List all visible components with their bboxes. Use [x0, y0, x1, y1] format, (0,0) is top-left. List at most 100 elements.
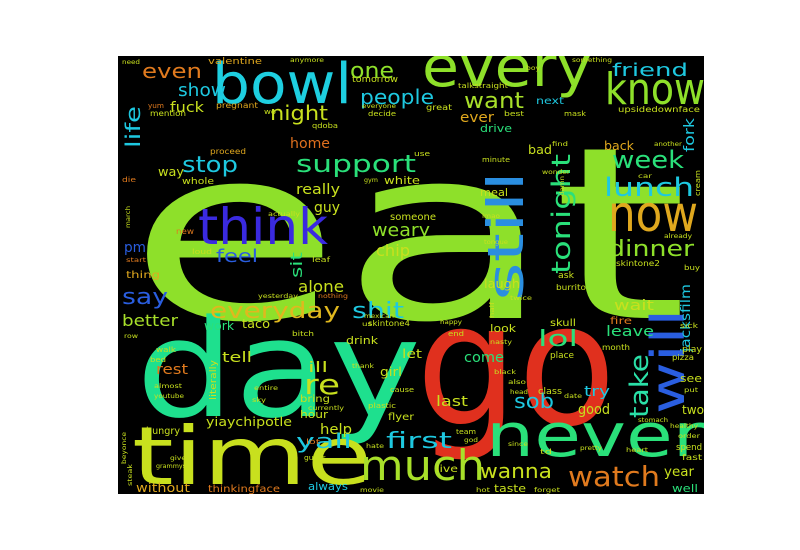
- word-twice: twice: [510, 295, 532, 302]
- word-black: black: [494, 369, 517, 376]
- word-never: never: [486, 401, 704, 471]
- word-know: know: [605, 64, 704, 115]
- word-guess: guess: [304, 454, 326, 462]
- word-need: need: [122, 59, 140, 66]
- word-come: come: [464, 350, 504, 366]
- word-pizza: pizza: [672, 353, 694, 362]
- word-re: re: [304, 368, 340, 401]
- word-row: row: [124, 333, 138, 340]
- word-day: day: [136, 291, 421, 448]
- word-mask: mask: [564, 110, 587, 118]
- word-hot: hot: [476, 487, 491, 494]
- word-pretty: pretty: [580, 445, 603, 452]
- word-drive: drive: [480, 122, 512, 135]
- word-team: team: [456, 428, 476, 436]
- word-always: always: [308, 480, 348, 493]
- word-pregnant: pregnant: [216, 101, 258, 110]
- word-thing: thing: [126, 270, 160, 281]
- word-cause: cause: [390, 386, 414, 394]
- word-cloud: eat go day time never bowl every know no…: [118, 56, 704, 494]
- word-almost: almost: [154, 383, 183, 390]
- word-rest: rest: [156, 362, 189, 378]
- word-way: way: [158, 165, 184, 179]
- word-tongue: tongue: [484, 239, 508, 246]
- word-order: order: [678, 433, 701, 440]
- word-steak: steak: [127, 463, 134, 486]
- word-ever: ever: [460, 110, 494, 126]
- word-lol: lol: [538, 327, 578, 352]
- word-weary: weary: [372, 220, 430, 241]
- word-try: try: [584, 384, 610, 400]
- word-wonder: wonder: [542, 169, 571, 176]
- word-lot: lot: [306, 438, 320, 446]
- word-bring: bring: [300, 394, 330, 405]
- word-another: another: [654, 141, 683, 148]
- word-bowl: bowl: [212, 56, 352, 117]
- word-stomach: stomach: [638, 417, 668, 424]
- word-stop: stop: [182, 153, 238, 178]
- word-use: use: [414, 150, 430, 158]
- word-walk: walk: [156, 346, 177, 354]
- word-wait: wait: [614, 298, 655, 314]
- word-literally: literally: [209, 359, 219, 400]
- word-show: show: [178, 80, 226, 101]
- word-think: think: [198, 198, 328, 256]
- word-tell: tell: [222, 350, 252, 366]
- word-first: first: [386, 429, 453, 454]
- word-lmao: lmao: [482, 213, 500, 220]
- word-taco: taco: [242, 317, 270, 331]
- word-find: find: [552, 141, 568, 148]
- word-someone: someone: [390, 212, 436, 223]
- word-flyer: flyer: [388, 412, 415, 423]
- word-taste: taste: [494, 482, 526, 494]
- word-something: something: [572, 57, 612, 64]
- word-support: support: [296, 150, 416, 178]
- word-damn: damn: [559, 176, 566, 196]
- word-date: date: [564, 393, 582, 400]
- word-say: say: [122, 285, 168, 310]
- word-work: work: [204, 319, 234, 333]
- word-leave: leave: [606, 324, 654, 340]
- word-back: back: [604, 139, 634, 153]
- word-nothing: nothing: [318, 293, 348, 300]
- word-live: live: [436, 464, 458, 475]
- word-youtube: youtube: [154, 393, 184, 400]
- word-sob: sob: [514, 389, 554, 413]
- word-bad: bad: [528, 143, 552, 157]
- word-will: will: [641, 309, 695, 414]
- word-next: next: [536, 96, 564, 107]
- word-laugh: laugh: [484, 277, 520, 291]
- word-grammys: grammys: [156, 463, 186, 470]
- word-ask: ask: [558, 271, 575, 281]
- word-people: people: [360, 85, 434, 109]
- word-yum: yum: [148, 102, 164, 110]
- word-leaf: leaf: [312, 256, 331, 264]
- word-nasty: nasty: [490, 339, 513, 346]
- word-buy: buy: [684, 264, 700, 272]
- word-much: much: [360, 441, 485, 490]
- word-still: still: [477, 171, 535, 301]
- word-everyone: everyone: [362, 103, 396, 110]
- word-entire: entire: [254, 385, 278, 392]
- word-everyday: everyday: [210, 299, 340, 324]
- word-fork: fork: [682, 117, 698, 152]
- word-fire: fire: [610, 316, 632, 327]
- word-currently: currently: [308, 405, 345, 412]
- word-already: already: [664, 233, 693, 240]
- word-also: also: [508, 379, 526, 386]
- word-week: week: [612, 146, 684, 174]
- word-tonight: tonight: [547, 154, 577, 274]
- word-forget: forget: [534, 487, 561, 494]
- word-talkstraight: talkstraight: [458, 82, 508, 90]
- word-alone: alone: [298, 277, 344, 296]
- word-now: now: [608, 185, 698, 243]
- word-eat: eat: [128, 95, 688, 375]
- word-really: really: [296, 182, 340, 198]
- word-two: two: [682, 403, 704, 417]
- word-shit: shit: [352, 299, 404, 324]
- word-god: god: [464, 437, 478, 444]
- word-even: even: [142, 59, 202, 83]
- word-spend: spend: [676, 443, 702, 453]
- word-better: better: [122, 311, 178, 330]
- word-qdoba: qdoba: [312, 122, 338, 130]
